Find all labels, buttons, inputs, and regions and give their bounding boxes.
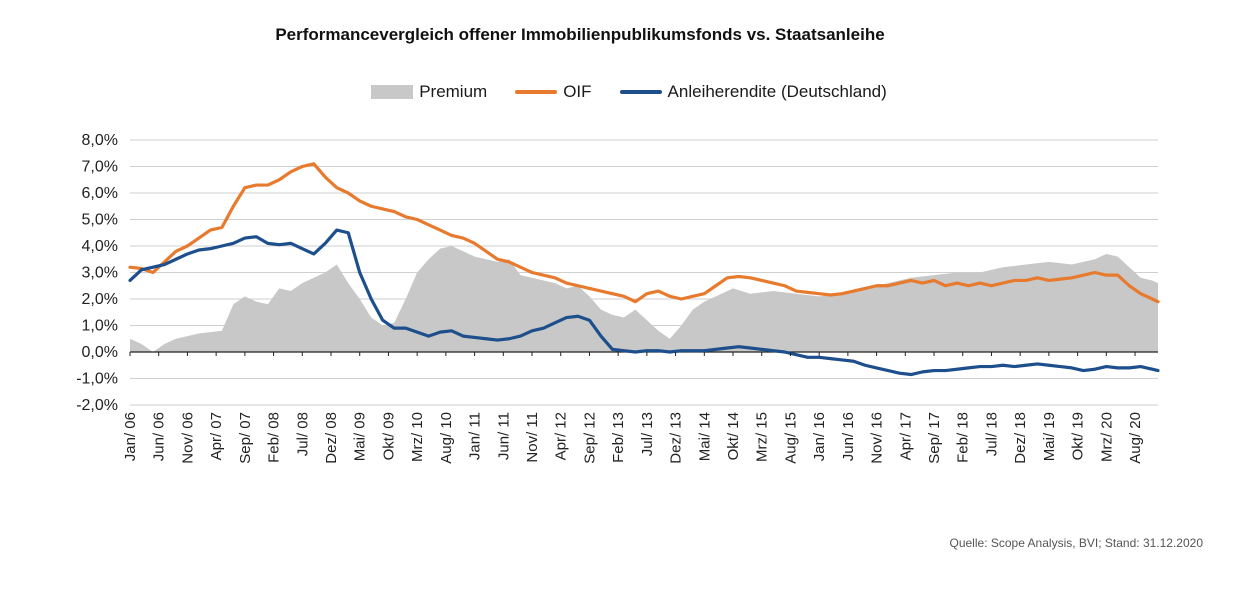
x-tick-label: Mrz/ 15 [754,412,771,462]
x-tick-label: Aug/ 10 [438,412,455,464]
legend-swatch-premium [371,85,414,99]
x-tick-label: Apr/ 12 [553,412,570,460]
legend-item-bond-yield: Anleiherendite (Deutschland) [619,82,887,102]
legend-item-oif: OIF [515,82,592,102]
y-tick-label: 0,0% [82,344,118,361]
x-tick-label: Nov/ 16 [869,412,886,464]
y-tick-label: -1,0% [76,371,118,388]
source-note: Quelle: Scope Analysis, BVI; Stand: 31.1… [949,536,1204,550]
x-tick-label: Dez/ 08 [323,412,340,464]
x-tick-label: Feb/ 18 [955,412,972,463]
y-tick-label: -2,0% [76,397,118,414]
premium-area [130,246,1158,352]
legend-label-oif: OIF [563,82,592,101]
y-tick-label: 7,0% [82,159,118,176]
x-tick-label: Sep/ 17 [926,412,943,464]
x-tick-label: Nov/ 11 [524,412,541,463]
x-tick-label: Okt/ 19 [1070,412,1087,460]
x-tick-label: Mrz/ 10 [409,412,426,462]
x-tick-label: Mai/ 09 [352,412,369,461]
x-tick-label: Apr/ 17 [897,412,914,460]
x-tick-label: Jun/ 06 [151,412,168,461]
x-tick-label: Aug/ 15 [782,412,799,464]
x-tick-label: Jan/ 16 [811,412,828,461]
y-tick-label: 8,0% [82,132,118,149]
x-tick-label: Dez/ 13 [668,412,685,464]
x-tick-label: Okt/ 09 [380,412,397,460]
x-tick-label: Jun/ 16 [840,412,857,461]
x-tick-label: Apr/ 07 [208,412,225,460]
y-tick-label: 3,0% [82,265,118,282]
x-tick-label: Dez/ 18 [1012,412,1029,464]
y-tick-label: 4,0% [82,238,118,255]
legend-label-premium: Premium [419,82,488,101]
y-tick-label: 2,0% [82,291,118,308]
oif-line [128,162,1160,304]
x-tick-label: Jul/ 18 [983,412,1000,456]
x-tick-label: Jan/ 11 [467,412,484,460]
chart-title: Performancevergleich offener Immobilienp… [275,25,885,44]
legend-label-bond-yield: Anleiherendite (Deutschland) [667,82,887,101]
x-tick-label: Sep/ 12 [581,412,598,464]
legend-item-premium: Premium [371,82,487,102]
x-tick-label: Jan/ 06 [122,412,139,461]
legend-swatch-bond-yield [619,90,662,94]
y-tick-label: 6,0% [82,185,118,202]
bond-yield-line [128,228,1160,377]
legend-swatch-oif [515,90,558,94]
x-tick-label: Nov/ 06 [179,412,196,464]
legend: Premium OIF Anleiherendite (Deutschland) [0,82,1258,102]
x-tick-label: Jul/ 08 [294,412,311,456]
x-tick-label: Jul/ 13 [639,412,656,456]
x-tick-label: Sep/ 07 [237,412,254,464]
x-tick-label: Feb/ 08 [266,412,283,463]
x-tick-label: Aug/ 20 [1127,412,1144,464]
x-tick-label: Mai/ 19 [1041,412,1058,461]
x-tick-label: Mrz/ 20 [1098,412,1115,462]
x-tick-label: Feb/ 13 [610,412,627,463]
y-tick-label: 1,0% [82,318,118,335]
x-tick-label: Jun/ 11 [495,412,512,460]
y-tick-label: 5,0% [82,212,118,229]
x-tick-label: Okt/ 14 [725,412,742,460]
x-tick-label: Mai/ 14 [696,412,713,461]
